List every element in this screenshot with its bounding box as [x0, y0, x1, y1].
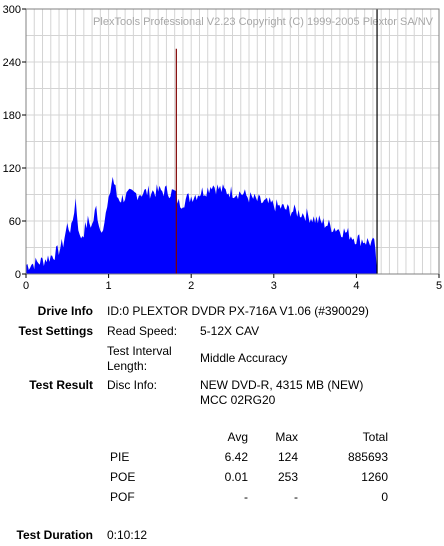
plot-frame	[25, 8, 440, 275]
test-result-label: Test Result	[29, 378, 93, 392]
drive-info-row: Drive Info ID:0 PLEXTOR DVDR PX-716A V1.…	[0, 304, 444, 320]
stats-row-pof: POF - - 0	[0, 490, 444, 506]
stat-avg: 0.01	[224, 470, 248, 484]
read-speed-value: 5-12X CAV	[200, 324, 260, 338]
stat-max: 124	[277, 450, 298, 464]
x-tick-label: 3	[271, 280, 277, 292]
pie-area-series	[26, 176, 378, 274]
stats-row-poe: POE 0.01 253 1260	[0, 470, 444, 486]
stat-total: 1260	[361, 470, 388, 484]
x-axis: 0 1 2 3 4 5	[23, 274, 442, 292]
pie-po-chart: PlexTools Professional V2.23 Copyright (…	[3, 4, 442, 292]
test-result-row: Test Result Disc Info: NEW DVD-R, 4315 M…	[0, 378, 444, 410]
disc-info-key: Disc Info:	[107, 378, 158, 392]
test-interval-key-line2: Length:	[107, 359, 148, 373]
y-tick-label: 240	[3, 57, 21, 69]
disc-info-line1: NEW DVD-R, 4315 MB (NEW)	[200, 378, 364, 392]
test-duration-label: Test Duration	[16, 528, 93, 542]
y-tick-label: 300	[3, 4, 21, 16]
stat-name: PIE	[110, 450, 130, 464]
y-tick-label: 180	[3, 110, 21, 122]
test-interval-key-line1: Test Interval	[107, 344, 172, 358]
stat-name: POE	[110, 470, 136, 484]
test-interval-row: Test Interval Length: Middle Accuracy	[0, 344, 444, 374]
chart-watermark: PlexTools Professional V2.23 Copyright (…	[93, 16, 434, 28]
x-tick-label: 1	[106, 280, 112, 292]
stat-total: 0	[381, 490, 388, 504]
stat-avg: 6.42	[224, 450, 248, 464]
y-tick-label: 120	[3, 163, 21, 175]
x-tick-label: 4	[353, 280, 359, 292]
stat-avg: -	[244, 490, 248, 504]
read-speed-key: Read Speed:	[107, 324, 178, 338]
test-settings-row: Test Settings Read Speed: 5-12X CAV	[0, 324, 444, 340]
x-tick-label: 0	[23, 280, 29, 292]
avg-header: Avg	[227, 430, 248, 444]
drive-info-label: Drive Info	[37, 304, 93, 318]
stat-max: -	[294, 490, 298, 504]
y-tick-label: 60	[9, 216, 21, 228]
stat-name: POF	[110, 490, 135, 504]
disc-info-line2: MCC 02RG20	[200, 393, 276, 407]
stats-header: Avg Max Total	[0, 430, 444, 446]
test-interval-value: Middle Accuracy	[200, 351, 288, 365]
chart-markers	[175, 9, 378, 274]
test-settings-label: Test Settings	[18, 324, 93, 338]
x-tick-label: 5	[436, 280, 442, 292]
stat-total: 885693	[347, 450, 388, 464]
y-tick-label: 0	[15, 269, 21, 281]
stats-row-pie: PIE 6.42 124 885693	[0, 450, 444, 466]
stat-max: 253	[277, 470, 298, 484]
max-header: Max	[275, 430, 298, 444]
total-header: Total	[362, 430, 388, 444]
drive-info-value: ID:0 PLEXTOR DVDR PX-716A V1.06 (#390029…	[107, 304, 369, 318]
y-axis: 0 60 120 180 240 300	[3, 4, 26, 281]
test-duration-value: 0:10:12	[107, 528, 148, 542]
test-duration-row: Test Duration 0:10:12	[0, 528, 444, 544]
x-tick-label: 2	[188, 280, 194, 292]
